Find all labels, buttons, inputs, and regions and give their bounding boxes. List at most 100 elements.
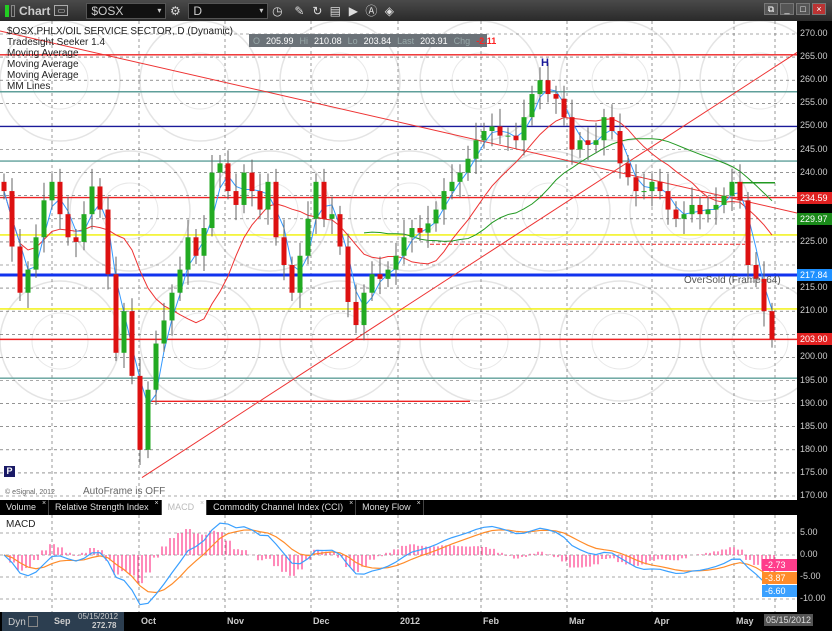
close-icon[interactable]: × bbox=[349, 500, 354, 507]
last-label: Last bbox=[397, 35, 415, 46]
candle-body bbox=[625, 163, 631, 178]
change-label: Chg bbox=[453, 35, 471, 46]
price-axis[interactable]: 170.00 175.00 180.00 185.00 190.00 195.00 200.… bbox=[797, 21, 832, 500]
close-icon[interactable]: × bbox=[812, 3, 826, 15]
candle-body bbox=[537, 80, 543, 95]
close-icon[interactable]: × bbox=[154, 500, 159, 507]
chevron-down-icon: ▾ bbox=[259, 6, 264, 15]
chart-window-icon bbox=[5, 4, 9, 17]
close-icon[interactable]: × bbox=[200, 500, 205, 507]
candle-body bbox=[153, 343, 159, 390]
watermark-circle bbox=[521, 182, 579, 240]
candle-body bbox=[209, 172, 215, 229]
macd-panel[interactable]: MACD -2.73 -3.87 -6.60 bbox=[0, 515, 797, 612]
watermark-circle bbox=[451, 312, 509, 370]
minimize-icon[interactable]: _ bbox=[780, 3, 794, 15]
tab-money-flow[interactable]: Money Flow × bbox=[356, 500, 424, 515]
date-tick-label: Nov bbox=[227, 616, 245, 626]
candle-body bbox=[105, 209, 111, 275]
link-icon[interactable]: ▭ bbox=[54, 5, 69, 16]
symbol-settings-icon[interactable]: ⚙ bbox=[169, 3, 181, 18]
watermark-circle bbox=[171, 52, 229, 110]
p-marker[interactable]: P bbox=[4, 466, 15, 477]
price-tick-label: 225.00 bbox=[800, 235, 828, 246]
candle-body bbox=[377, 274, 383, 279]
candle-body bbox=[361, 292, 367, 326]
watermark-circle bbox=[489, 150, 611, 272]
candle-body bbox=[409, 228, 415, 238]
open-label: O bbox=[253, 35, 261, 46]
close-icon[interactable]: × bbox=[41, 500, 47, 507]
macd-tick-label: 0.00 bbox=[800, 549, 818, 559]
price-tick-label: 255.00 bbox=[800, 97, 828, 108]
watermark-circle bbox=[0, 280, 121, 402]
macd-axis[interactable]: 5.00 0.00 -5.00 -10.00 bbox=[797, 515, 832, 612]
candle-body bbox=[217, 163, 223, 173]
tab-cci[interactable]: Commodity Channel Index (CCI) × bbox=[207, 500, 357, 515]
candle-body bbox=[73, 237, 79, 242]
watermark-circle bbox=[139, 21, 261, 142]
tab-label: Volume bbox=[6, 502, 37, 512]
candle-body bbox=[665, 191, 671, 210]
candle-body bbox=[729, 181, 735, 196]
open-value: 205.99 bbox=[266, 35, 294, 46]
candle-body bbox=[145, 389, 151, 450]
watermark-circle bbox=[699, 21, 797, 142]
alert-icon[interactable]: Ⓐ bbox=[365, 4, 378, 18]
interval-value: D bbox=[193, 3, 203, 18]
candle-body bbox=[41, 200, 47, 238]
high-marker: H bbox=[541, 57, 549, 69]
interval-select[interactable]: D ▾ bbox=[188, 2, 269, 19]
candle-body bbox=[297, 255, 303, 293]
candle-body bbox=[393, 255, 399, 270]
moving-average-slow bbox=[3, 117, 773, 324]
candle-body bbox=[313, 181, 319, 219]
candle-body bbox=[577, 140, 583, 150]
macd-tick-label: -10.00 bbox=[800, 593, 826, 603]
watermark-circle bbox=[731, 312, 789, 370]
play-icon[interactable]: ▶ bbox=[348, 3, 358, 18]
restore-icon[interactable]: ⧉ bbox=[764, 3, 778, 15]
candle-body bbox=[321, 181, 327, 219]
lock-icon[interactable] bbox=[28, 616, 38, 627]
price-plot bbox=[0, 21, 797, 500]
refresh-icon[interactable]: ↻ bbox=[312, 3, 323, 18]
candle-body bbox=[329, 214, 335, 219]
candle-body bbox=[649, 181, 655, 192]
candle-body bbox=[249, 172, 255, 192]
info-date: 05/15/2012 bbox=[78, 612, 119, 621]
tab-rsi[interactable]: Relative Strength Index × bbox=[49, 500, 162, 515]
symbol-input[interactable]: $OSX ▾ bbox=[86, 2, 167, 19]
macd-tick-label: 5.00 bbox=[800, 527, 818, 537]
candle-body bbox=[305, 218, 311, 256]
close-icon[interactable]: × bbox=[416, 500, 421, 507]
candle-body bbox=[289, 265, 295, 293]
macd-line bbox=[3, 522, 773, 606]
candle-body bbox=[265, 181, 271, 210]
pencil-icon[interactable]: ✎ bbox=[294, 3, 305, 18]
price-tag: 217.84 bbox=[797, 268, 832, 281]
candle-body bbox=[257, 191, 263, 210]
tab-volume[interactable]: Volume × bbox=[0, 500, 50, 515]
eraser-icon[interactable]: ◈ bbox=[384, 3, 394, 18]
price-chart[interactable]: $OSX,PHLX/OIL SERVICE SECTOR, D (Dynamic… bbox=[0, 21, 797, 500]
candle-body bbox=[617, 131, 623, 164]
tab-macd[interactable]: MACD × bbox=[161, 500, 208, 515]
last-value: 203.91 bbox=[420, 35, 448, 46]
candle-body bbox=[369, 274, 375, 293]
candle-body bbox=[529, 94, 535, 118]
maximize-icon[interactable]: □ bbox=[796, 3, 810, 15]
candle-body bbox=[65, 214, 71, 238]
candle-body bbox=[17, 246, 23, 293]
candle-body bbox=[113, 274, 119, 353]
dynamic-mode[interactable]: Dyn bbox=[8, 617, 26, 628]
interval-clock-icon[interactable]: ◷ bbox=[272, 3, 283, 18]
candle-body bbox=[345, 246, 351, 302]
date-axis[interactable]: Sep Oct Nov Dec 2012 Feb Mar Apr May 05/15/2012 bbox=[0, 612, 832, 631]
candle-body bbox=[513, 135, 519, 141]
moving-average-fast bbox=[3, 88, 773, 407]
candle-body bbox=[1, 181, 7, 192]
news-icon[interactable]: ▤ bbox=[329, 3, 342, 18]
watermark-circle bbox=[661, 182, 719, 240]
price-tick-label: 210.00 bbox=[800, 305, 828, 316]
